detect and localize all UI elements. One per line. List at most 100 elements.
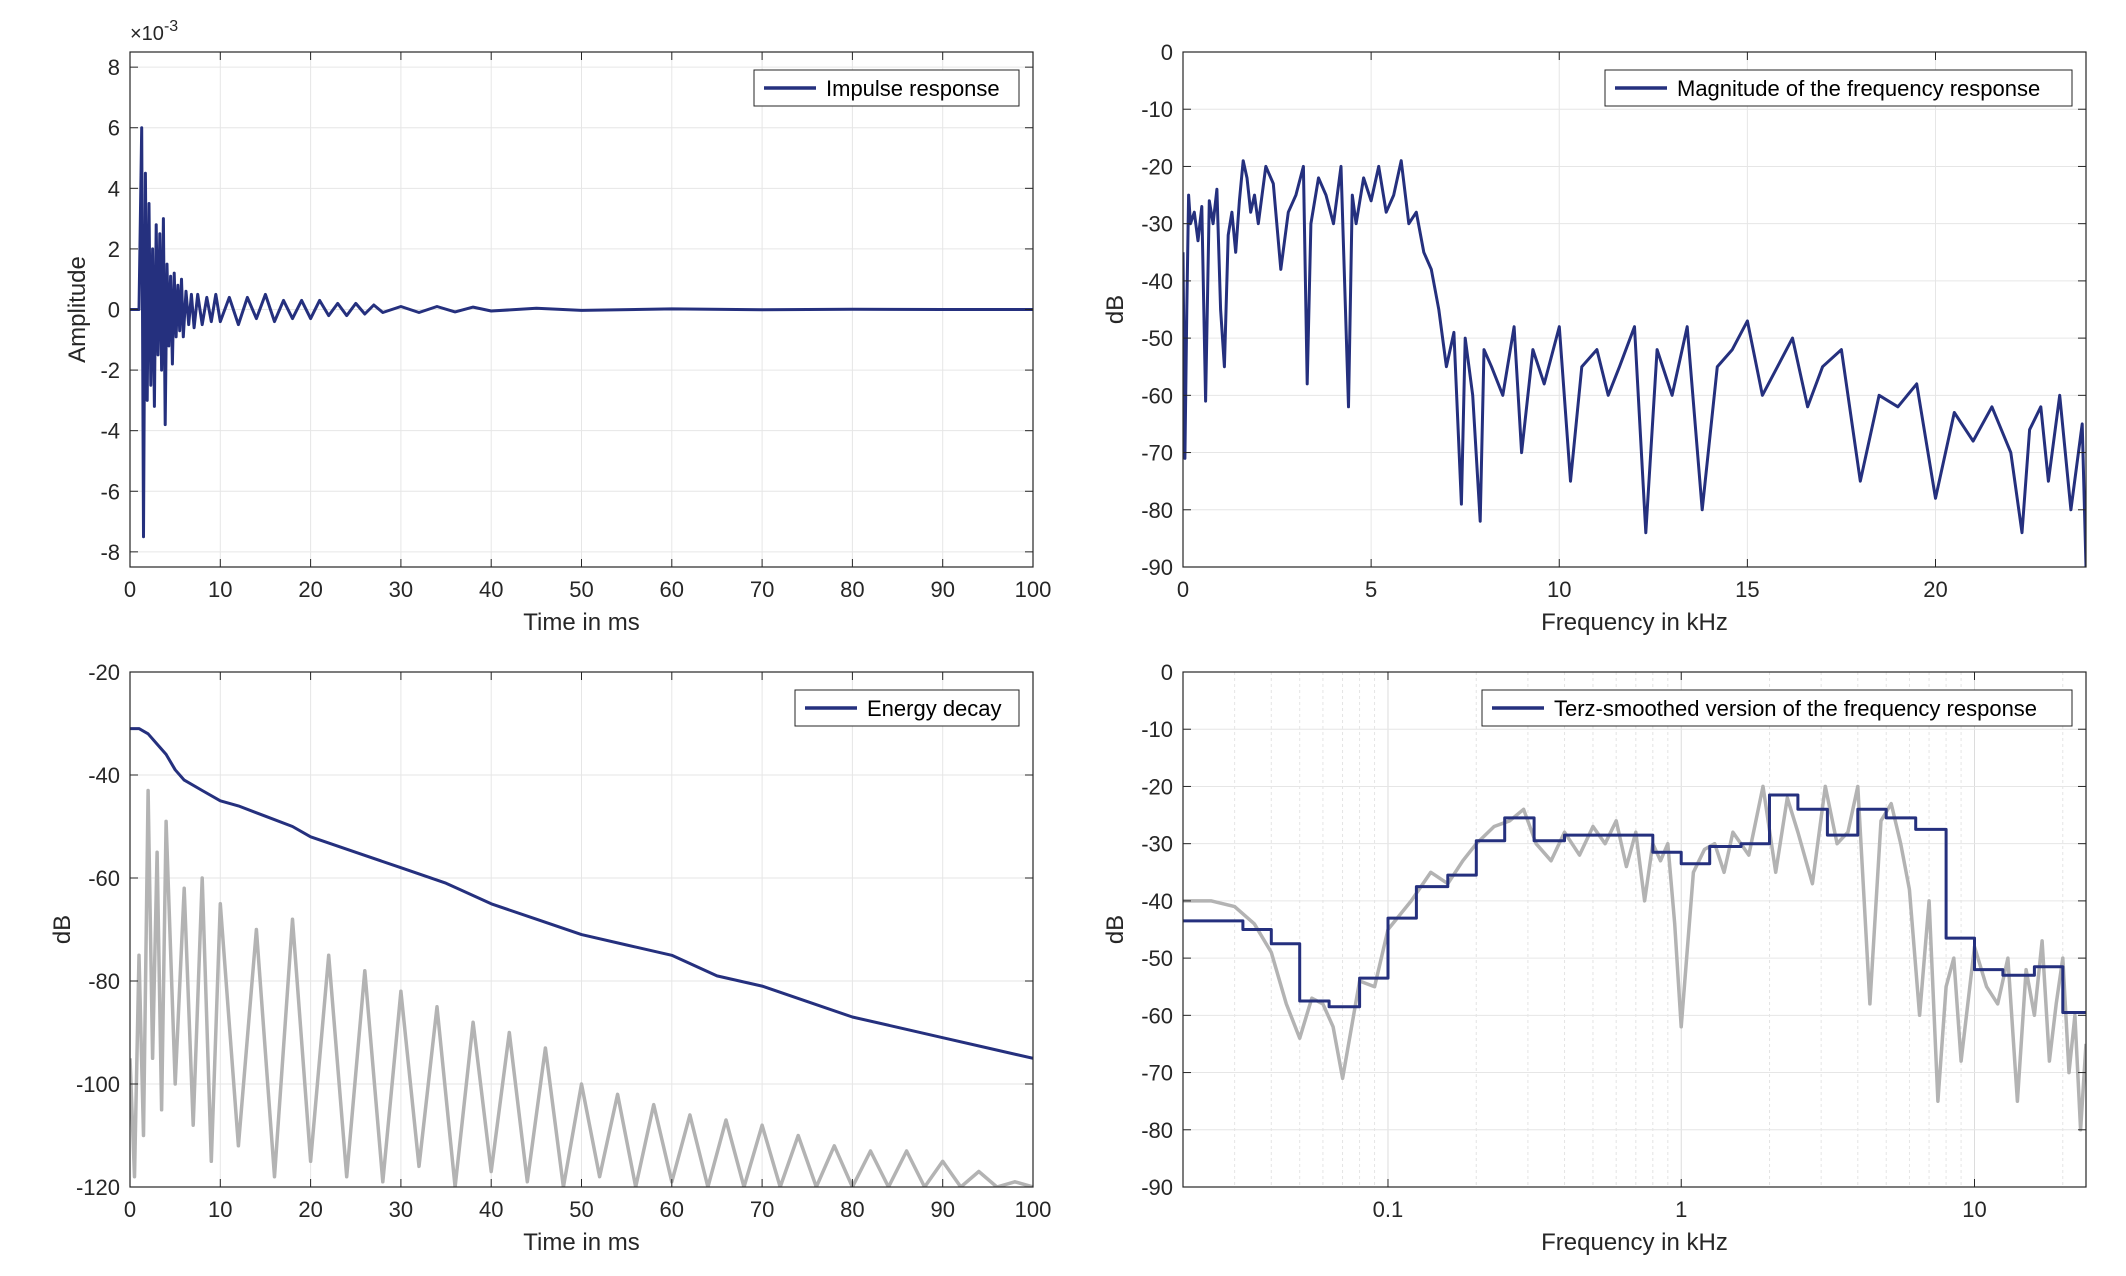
y-tick-label: -80: [1141, 498, 1173, 523]
y-tick-label: 0: [1161, 40, 1173, 65]
exponent-base: ×10: [130, 23, 164, 45]
y-tick-label: -30: [1141, 212, 1173, 237]
series-group: [1183, 784, 2086, 1132]
x-axis-label: Time in ms: [523, 1229, 639, 1256]
series-line: [1183, 159, 2086, 567]
x-axis-label: Frequency in kHz: [1541, 1229, 1728, 1256]
x-tick-label: 20: [298, 577, 322, 602]
y-axis-label: dB: [1102, 295, 1129, 324]
y-tick-label: -80: [88, 969, 120, 994]
x-tick-label: 70: [750, 577, 774, 602]
x-ticks: 0 5 10 15 20: [1177, 52, 1948, 602]
x-tick-label: 10: [208, 577, 232, 602]
y-tick-label: -40: [1141, 889, 1173, 914]
y-tick-label: -20: [1141, 154, 1173, 179]
x-tick-label: 90: [930, 1197, 954, 1222]
axes-box: [1182, 51, 2087, 568]
grid: [1183, 671, 2086, 1188]
y-tick-label: 0: [1161, 660, 1173, 685]
x-tick-label: 20: [298, 1197, 322, 1222]
y-tick-label: -10: [1141, 97, 1173, 122]
chart-impulse: 0 10 20 30 40 50 60 70 80 90 100 -8 -6 -4 -2 0 2 4 6 8 Time …: [64, 18, 1051, 636]
x-tick-label: 20: [1923, 577, 1947, 602]
y-tick-label: -60: [1141, 1003, 1173, 1028]
y-tick-label: 2: [108, 237, 120, 262]
x-tick-label: 40: [479, 1197, 503, 1222]
legend: Terz-smoothed version of the frequency r…: [1481, 689, 2073, 727]
y-axis-label: dB: [49, 915, 76, 944]
x-tick-label: 0: [124, 577, 136, 602]
x-tick-label: 100: [1015, 577, 1052, 602]
x-axis-label: Time in ms: [523, 609, 639, 636]
x-tick-label: 0: [1177, 577, 1189, 602]
y-tick-label: -10: [1141, 717, 1173, 742]
y-tick-label: -40: [88, 763, 120, 788]
y-tick-label: -8: [100, 540, 120, 565]
x-tick-label: 1: [1675, 1197, 1687, 1222]
chart-magnitude: 0 5 10 15 20 0 -10 -20 -30 -40 -50 -60 -70 -80 -90 Freq…: [1102, 40, 2087, 636]
legend: Energy decay: [794, 689, 1020, 727]
y-tick-label: 6: [108, 116, 120, 141]
x-tick-label: 60: [660, 577, 684, 602]
y-ticks: 0 -10 -20 -30 -40 -50 -60 -70 -80 -90: [1141, 660, 2086, 1200]
x-tick-label: 80: [840, 577, 864, 602]
y-tick-label: -20: [88, 660, 120, 685]
series-line: [1183, 793, 2086, 1014]
x-ticks: 0.1 1 10: [1373, 672, 1987, 1222]
x-ticks: 0 10 20 30 40 50 60 70 80 90 100: [124, 52, 1051, 602]
legend-label: Impulse response: [826, 76, 1000, 101]
legend-box: [1604, 69, 2073, 107]
x-tick-label: 30: [389, 1197, 413, 1222]
x-tick-label: 30: [389, 577, 413, 602]
y-tick-label: -120: [76, 1175, 120, 1200]
legend-label: Terz-smoothed version of the frequency r…: [1554, 696, 2037, 721]
y-tick-label: -2: [100, 358, 120, 383]
x-tick-label: 0.1: [1373, 1197, 1404, 1222]
y-tick-label: -30: [1141, 832, 1173, 857]
raw-series-line: [130, 788, 1033, 1187]
y-tick-label: 4: [108, 176, 120, 201]
series-group: [1183, 159, 2086, 567]
y-axis-label: Amplitude: [64, 256, 91, 363]
x-tick-label: 5: [1365, 577, 1377, 602]
y-tick-label: -80: [1141, 1118, 1173, 1143]
exponent-label: ×10-3: [130, 18, 178, 45]
exponent-power: -3: [164, 18, 178, 35]
x-tick-label: 100: [1015, 1197, 1052, 1222]
y-tick-label: -100: [76, 1072, 120, 1097]
x-tick-label: 10: [1962, 1197, 1986, 1222]
legend-label: Energy decay: [867, 696, 1002, 721]
y-tick-label: -50: [1141, 326, 1173, 351]
y-tick-label: -90: [1141, 1175, 1173, 1200]
y-tick-label: -40: [1141, 269, 1173, 294]
y-tick-label: -20: [1141, 774, 1173, 799]
y-tick-label: -6: [100, 479, 120, 504]
series-line: [130, 126, 1033, 539]
y-tick-label: -70: [1141, 1061, 1173, 1086]
y-tick-label: -60: [1141, 383, 1173, 408]
series-group: [130, 126, 1033, 539]
x-tick-label: 10: [208, 1197, 232, 1222]
chart-decay: 0 10 20 30 40 50 60 70 80 90 100 -20 -40 -60 -80 -100 -1…: [49, 660, 1051, 1256]
y-ticks: -8 -6 -4 -2 0 2 4 6 8: [100, 55, 1033, 565]
axes-box: [1182, 671, 2087, 1188]
plot-area: [1183, 672, 2086, 1187]
x-tick-label: 40: [479, 577, 503, 602]
chart-terz: 0.1 1 10 0 -10 -20 -30 -40 -50 -60 -70 -80 -90 Freque…: [1102, 660, 2087, 1256]
y-tick-label: -4: [100, 419, 120, 444]
x-tick-label: 90: [930, 577, 954, 602]
y-tick-label: -70: [1141, 441, 1173, 466]
plot-area: [1183, 52, 2086, 567]
y-tick-label: -50: [1141, 946, 1173, 971]
legend: Impulse response: [753, 69, 1020, 107]
legend-box: [1481, 689, 2073, 727]
x-tick-label: 70: [750, 1197, 774, 1222]
y-tick-label: 0: [108, 298, 120, 323]
y-tick-label: -90: [1141, 555, 1173, 580]
series-line: [130, 727, 1033, 1060]
series-group: [130, 727, 1033, 1187]
legend: Magnitude of the frequency response: [1604, 69, 2073, 107]
x-tick-label: 50: [569, 1197, 593, 1222]
x-tick-label: 15: [1735, 577, 1759, 602]
